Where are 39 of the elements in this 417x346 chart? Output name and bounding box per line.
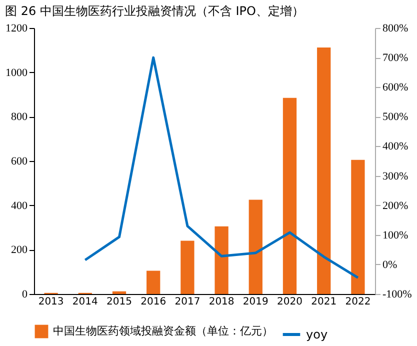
line-series (84, 56, 360, 279)
x-tick-label: 2019 (242, 296, 268, 308)
y2-tick-label: 800% (382, 22, 408, 34)
bar (146, 270, 160, 294)
y2-tick-label: 300% (382, 170, 408, 182)
y-tick-label: 0 (22, 288, 28, 300)
x-tick-label: 2020 (277, 296, 302, 308)
y2-tick-label: 700% (382, 52, 408, 64)
y2-tick-label: 200% (382, 200, 408, 212)
bar (351, 160, 365, 294)
x-tick-label: 2016 (140, 296, 166, 308)
bar (112, 291, 126, 294)
y2-tick-label: 0% (382, 258, 398, 271)
x-tick-label: 2022 (345, 296, 371, 308)
y-tick-label: 400 (11, 200, 28, 212)
x-tick-label: 2014 (72, 296, 98, 308)
x-tick-label: 2013 (38, 296, 64, 308)
bar (180, 240, 194, 294)
y2-tick-label: -100% (382, 288, 412, 300)
y2-tick-label: 500% (382, 111, 408, 124)
bar (282, 98, 297, 294)
y2-tick-label: 600% (382, 82, 408, 94)
x-tick-label: 2018 (208, 296, 234, 308)
bar (214, 226, 228, 294)
x-tick-label: 2017 (174, 296, 200, 308)
y2-tick-label: 400% (382, 140, 408, 153)
chart-title: 图 26 中国生物医药行业投融资情况（不含 IPO、定增） (5, 4, 304, 18)
y2-tick-label: 100% (382, 229, 408, 242)
y-tick-label: 1200 (6, 22, 28, 34)
x-tick-label: 2015 (106, 296, 132, 308)
legend-label: yoy (306, 328, 328, 342)
bar (248, 200, 262, 294)
y-tick-label: 200 (11, 244, 28, 256)
bar (317, 48, 331, 294)
y-tick-label: 1000 (6, 66, 28, 79)
y-tick-label: 800 (11, 111, 28, 124)
y-tick-label: 600 (11, 156, 28, 168)
x-tick-label: 2021 (311, 296, 337, 308)
legend-label: 中国生物医药领域投融资金额（单位：亿元） (53, 324, 273, 338)
